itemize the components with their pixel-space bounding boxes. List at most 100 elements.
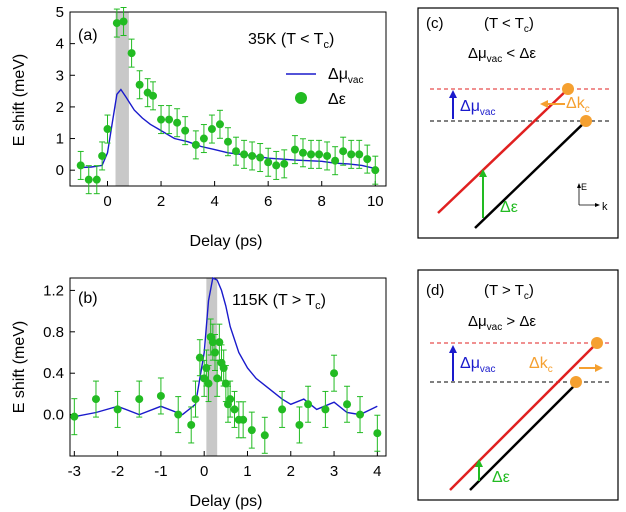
diagram-d: (d) (T > Tc) Δμvac > Δε Δμvac Δkc Δε	[417, 269, 619, 501]
data-point-delta-eps	[174, 410, 183, 419]
diagram-d-eps-label: Δε	[492, 469, 510, 486]
data-point-delta-eps	[191, 395, 200, 404]
data-point-delta-eps	[356, 410, 365, 419]
diagram-d-red-dot	[591, 337, 603, 349]
diagram-c-eps-label: Δε	[500, 199, 518, 216]
x-tick-label: -2	[111, 463, 124, 480]
diagram-c-k-arrowhead	[540, 100, 548, 108]
diagram-d-k-arrowhead	[595, 364, 603, 372]
y-tick-label: 4	[56, 36, 64, 53]
data-point-delta-eps	[84, 175, 93, 184]
diagram-c-axis-e-arrowhead	[577, 183, 581, 188]
diagram-c-panel-label: (c)	[426, 15, 444, 32]
diagram-d-k-label: Δkc	[529, 355, 553, 375]
data-point-delta-eps	[211, 348, 220, 357]
data-point-delta-eps	[232, 147, 241, 156]
data-point-delta-eps	[371, 166, 380, 175]
diagram-c-frame	[417, 7, 619, 239]
diagram-c-axis-k-arrowhead	[595, 203, 600, 207]
x-tick-label: 0	[200, 463, 208, 480]
chart-b-panel-label: (b)	[78, 290, 98, 307]
legend-dots-swatch	[295, 92, 307, 104]
y-tick-label: 0.4	[43, 365, 64, 382]
data-point-delta-eps	[157, 115, 166, 124]
chart-a: (a) 35K (T < Tc) Δμvac Δε Delay (ps) E s…	[11, 4, 387, 250]
diagram-d-mu-label: Δμvac	[460, 355, 495, 375]
diagram-d-relation: Δμvac > Δε	[468, 313, 536, 333]
diagram-d-red-band	[449, 342, 598, 491]
data-point-delta-eps	[260, 431, 269, 440]
data-point-delta-eps	[272, 161, 281, 170]
x-tick-label: 2	[157, 193, 165, 210]
data-point-delta-eps	[224, 137, 232, 146]
data-point-delta-eps	[239, 415, 248, 424]
diagram-c-mu-label: Δμvac	[460, 98, 495, 118]
data-point-delta-eps	[248, 151, 257, 160]
legend-line-label: Δμvac	[328, 66, 363, 86]
data-point-delta-eps	[278, 405, 287, 414]
data-point-delta-eps	[112, 19, 121, 28]
chart-a-xlabel: Delay (ps)	[190, 233, 263, 250]
diagram-c-mu-arrowhead	[449, 90, 457, 98]
series-line-mu-vac	[74, 276, 378, 418]
data-point-delta-eps	[373, 429, 382, 438]
data-point-delta-eps	[363, 155, 372, 164]
data-point-delta-eps	[343, 400, 352, 409]
data-point-delta-eps	[290, 145, 299, 154]
data-point-delta-eps	[92, 175, 101, 184]
y-tick-label: 0.0	[43, 407, 64, 424]
chart-a-frame	[69, 11, 387, 187]
data-point-delta-eps	[113, 405, 122, 414]
x-tick-label: 4	[210, 193, 218, 210]
data-point-delta-eps	[215, 338, 224, 347]
pump-window-band	[206, 278, 218, 456]
data-point-delta-eps	[215, 120, 224, 129]
data-point-delta-eps	[307, 150, 316, 159]
y-tick-label: 5	[56, 4, 64, 21]
data-point-delta-eps	[315, 150, 324, 159]
data-point-delta-eps	[76, 161, 85, 170]
data-point-delta-eps	[173, 118, 182, 127]
diagram-d-eps-arrowhead	[475, 459, 483, 467]
data-point-delta-eps	[323, 151, 332, 160]
data-point-delta-eps	[226, 395, 235, 404]
data-point-delta-eps	[240, 150, 249, 159]
data-point-delta-eps	[135, 395, 144, 404]
diagram-c-red-dot	[562, 83, 574, 95]
x-tick-label: 10	[367, 193, 384, 210]
diagram-d-panel-label: (d)	[426, 282, 444, 299]
data-point-delta-eps	[280, 159, 289, 168]
y-tick-label: 1	[56, 131, 64, 148]
chart-a-panel-label: (a)	[78, 27, 98, 44]
diagram-c-black-dot	[580, 115, 592, 127]
data-point-delta-eps	[298, 148, 307, 157]
data-point-delta-eps	[321, 405, 330, 414]
x-tick-label: 3	[330, 463, 338, 480]
data-point-delta-eps	[339, 147, 348, 156]
diagram-d-condition: (T > Tc)	[484, 282, 534, 302]
pump-window-band	[115, 12, 129, 186]
chart-a-ylabel: E shift (meV)	[11, 54, 28, 146]
data-point-delta-eps	[207, 125, 216, 134]
chart-b-xlabel: Delay (ps)	[190, 493, 263, 510]
data-point-delta-eps	[295, 420, 304, 429]
diagram-c-relation: Δμvac < Δε	[468, 45, 536, 65]
x-tick-label: 6	[264, 193, 272, 210]
y-tick-label: 2	[56, 99, 64, 116]
diagram-c-red-band	[437, 88, 569, 214]
diagram-c-axis-k-label: k	[602, 201, 608, 213]
y-tick-label: 1.2	[43, 282, 64, 299]
chart-a-title: 35K (T < Tc)	[248, 31, 334, 51]
chart-b-ylabel: E shift (meV)	[11, 321, 28, 413]
data-point-delta-eps	[91, 395, 100, 404]
diagram-c-eps-arrowhead	[479, 169, 487, 177]
chart-b-frame	[69, 277, 387, 457]
data-point-delta-eps	[330, 369, 339, 378]
diagram-c-condition: (T < Tc)	[484, 15, 534, 35]
data-point-delta-eps	[149, 91, 158, 100]
x-tick-label: 0	[103, 193, 111, 210]
diagram-c-k-label: Δkc	[566, 95, 590, 115]
data-point-delta-eps	[204, 379, 213, 388]
diagram-c-black-band	[474, 120, 587, 229]
